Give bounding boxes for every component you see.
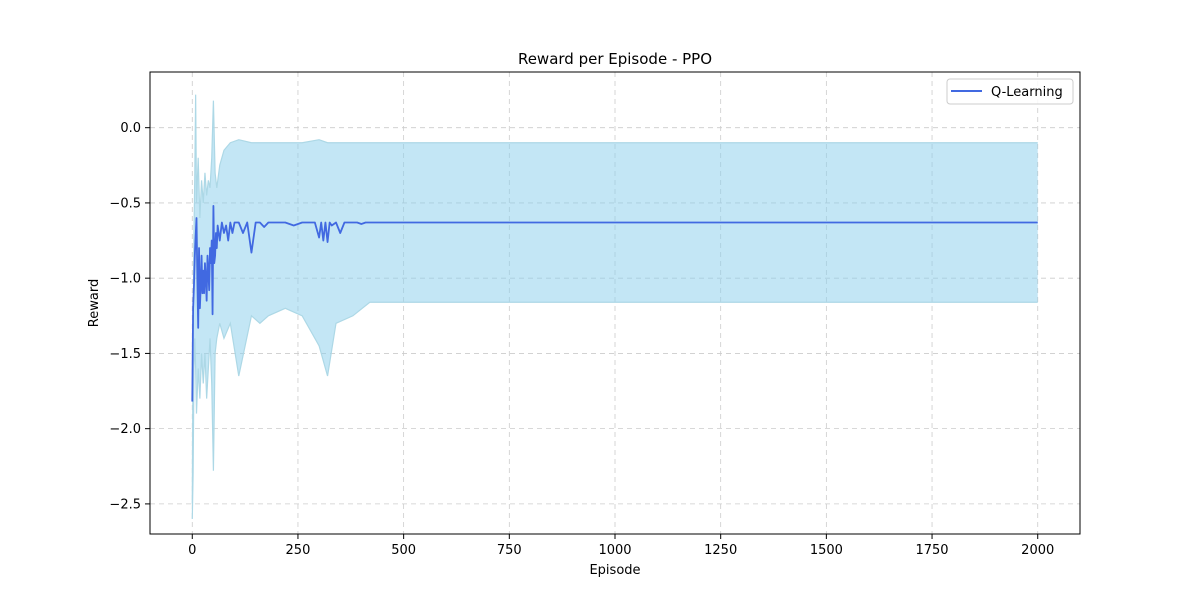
- y-tick-label: −2.5: [109, 497, 141, 512]
- x-tick-label: 1000: [598, 543, 631, 558]
- band-upper-edge: [191, 94, 1038, 504]
- y-tick-label: −1.0: [109, 272, 141, 287]
- y-axis-title: Reward: [87, 279, 102, 327]
- x-tick-label: 1500: [810, 543, 843, 558]
- x-tick-label: 1250: [704, 543, 737, 558]
- chart-title: Reward per Episode - PPO: [518, 50, 712, 68]
- y-tick-label: 0.0: [120, 121, 141, 136]
- x-tick-label: 0: [188, 543, 196, 558]
- x-axis-ticks: 0 250 500 750 1000 1250 1500 1750 2000: [188, 534, 1054, 558]
- band-area: [192, 94, 1038, 519]
- x-tick-label: 750: [497, 543, 522, 558]
- x-axis-title: Episode: [589, 563, 640, 578]
- y-tick-label: −0.5: [109, 196, 141, 211]
- y-tick-label: −2.0: [109, 422, 141, 437]
- x-tick-label: 250: [286, 543, 311, 558]
- y-tick-label: −1.5: [109, 347, 141, 362]
- series-line-q-learning: [191, 205, 1038, 402]
- band-lower-edge: [191, 301, 1038, 519]
- legend-label-q-learning: Q-Learning: [991, 85, 1063, 100]
- x-tick-label: 500: [391, 543, 416, 558]
- legend: Q-Learning: [946, 78, 1074, 105]
- x-tick-label: 2000: [1021, 543, 1054, 558]
- y-axis-ticks: 0.0 −0.5 −1.0 −1.5 −2.0 −2.5: [109, 121, 150, 512]
- legend-box: [946, 78, 1074, 105]
- x-tick-label: 1750: [915, 543, 948, 558]
- confidence-band: [191, 94, 1038, 519]
- series-lines: [191, 205, 1038, 402]
